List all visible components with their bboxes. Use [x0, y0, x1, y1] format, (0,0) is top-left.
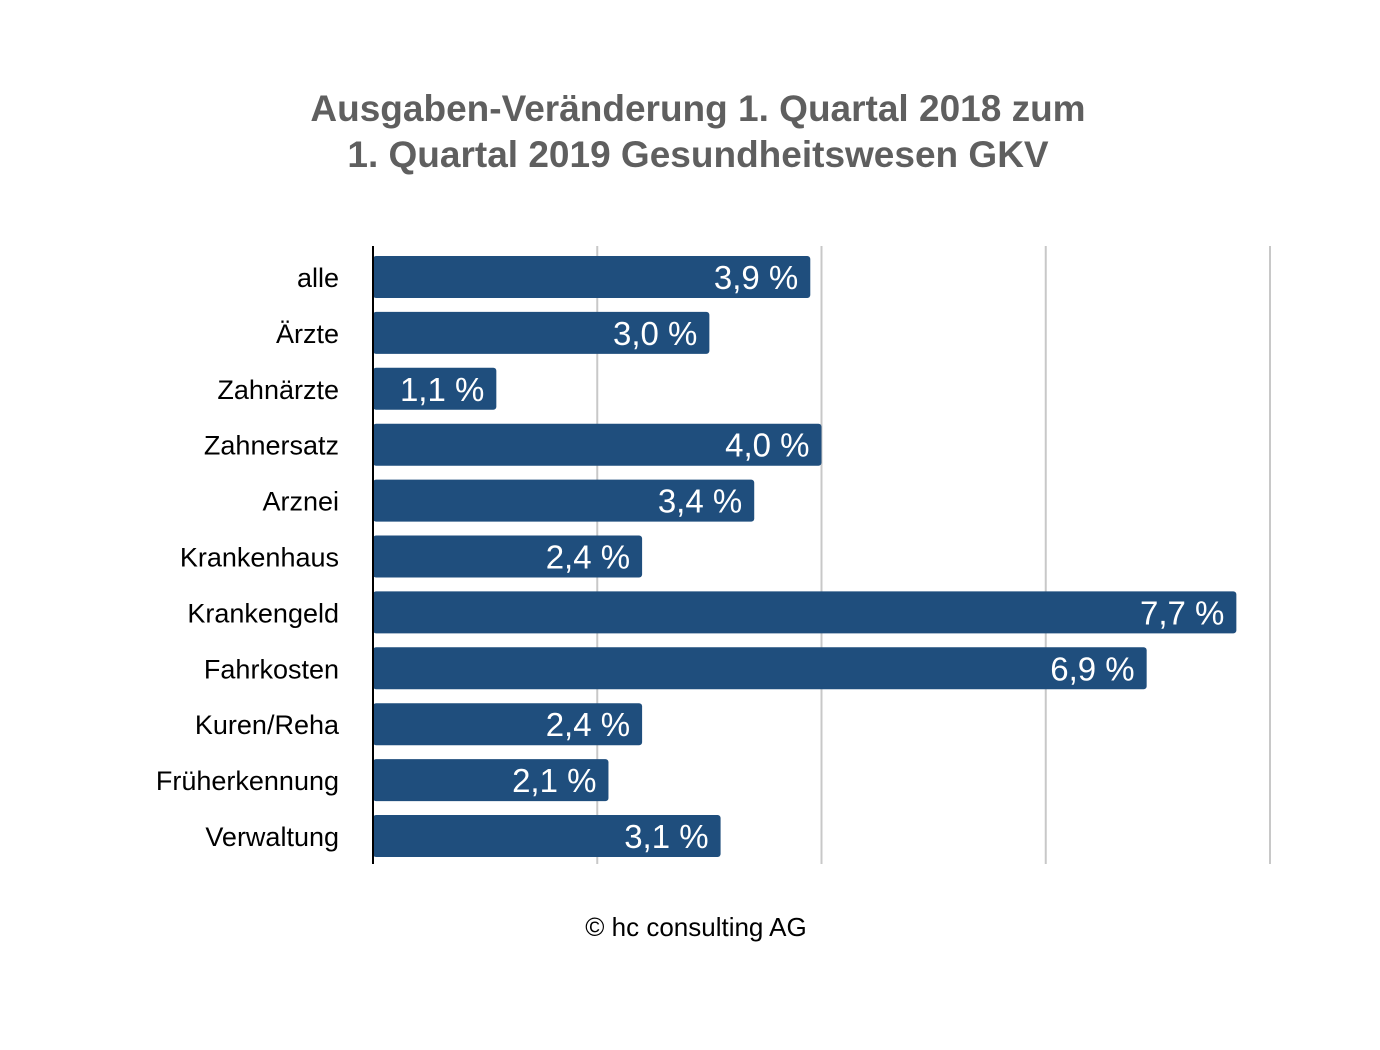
chart-title-line-2: 1. Quartal 2019 Gesundheitswesen GKV — [347, 134, 1049, 175]
bar — [373, 311, 710, 354]
bar — [373, 367, 497, 410]
category-label: Arznei — [262, 487, 339, 517]
bar — [373, 423, 822, 466]
category-label: Verwaltung — [205, 822, 339, 852]
category-labels: alle Ärzte Zahnärzte Zahnersatz Arznei Kranke… — [156, 263, 340, 852]
bar — [373, 815, 721, 857]
bar — [373, 759, 609, 802]
category-label: Ärzte — [276, 319, 339, 349]
bar — [373, 647, 1147, 690]
value-labels: 3,9 % 3,0 % 1,1 % 4,0 % 3,4 % 2,4 % 7,7 %6,9 %… — [400, 259, 1224, 855]
category-label: Kuren/Reha — [195, 710, 340, 740]
bar-value-label: 3,4 % — [658, 483, 742, 520]
bar — [373, 535, 643, 578]
bar — [373, 591, 1237, 634]
bar-value-label: 2,4 % — [546, 706, 630, 743]
bar-value-label: 3,9 % — [714, 259, 798, 296]
bar-value-label: 3,0 % — [613, 315, 697, 352]
bar — [373, 479, 755, 522]
bar-value-label: 2,1 % — [512, 762, 596, 799]
bar — [373, 703, 643, 746]
copyright-note: © hc consulting AG — [585, 912, 807, 942]
chart-title-line-1: Ausgaben-Veränderung 1. Quartal 2018 zum — [310, 88, 1086, 129]
category-label: Krankenhaus — [180, 543, 339, 573]
bar-value-label: 7,7 % — [1140, 594, 1224, 631]
bar-value-label: 4,0 % — [725, 427, 809, 464]
category-label: Krankengeld — [187, 598, 339, 628]
category-label: alle — [297, 263, 339, 293]
bars — [373, 256, 1237, 857]
bar-value-label: 1,1 % — [400, 371, 484, 408]
category-label: Fahrkosten — [204, 654, 339, 684]
category-label: Zahnärzte — [217, 375, 339, 405]
bar-value-label: 6,9 % — [1050, 650, 1134, 687]
chart-title: Ausgaben-Veränderung 1. Quartal 2018 zum… — [0, 86, 1380, 178]
category-label: Früherkennung — [156, 766, 339, 796]
bar — [373, 256, 811, 298]
bar-value-label: 3,1 % — [624, 818, 708, 855]
category-label: Zahnersatz — [204, 431, 339, 461]
bar-value-label: 2,4 % — [546, 539, 630, 576]
